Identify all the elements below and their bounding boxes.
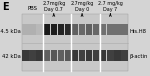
Bar bbox=[107, 24, 114, 35]
Bar bbox=[22, 14, 128, 71]
Bar bbox=[86, 50, 92, 61]
Bar bbox=[51, 50, 57, 61]
Bar bbox=[44, 24, 50, 35]
Bar bbox=[121, 50, 128, 61]
Bar bbox=[72, 50, 78, 61]
Text: His.H8: His.H8 bbox=[129, 29, 146, 34]
Bar bbox=[93, 24, 99, 35]
Bar bbox=[65, 50, 71, 61]
Bar bbox=[51, 24, 57, 35]
Text: 2.7mg/kg
Day 0: 2.7mg/kg Day 0 bbox=[70, 1, 94, 12]
Bar bbox=[121, 24, 128, 35]
Bar bbox=[100, 50, 106, 61]
Bar bbox=[29, 50, 36, 61]
Bar bbox=[79, 24, 85, 35]
Bar bbox=[44, 50, 50, 61]
Bar bbox=[29, 24, 36, 35]
Bar bbox=[79, 50, 85, 61]
Text: E: E bbox=[2, 2, 9, 12]
Bar bbox=[22, 50, 29, 61]
Bar bbox=[114, 50, 121, 61]
Bar bbox=[86, 24, 92, 35]
Text: PBS: PBS bbox=[28, 6, 38, 11]
Bar bbox=[114, 24, 121, 35]
Bar bbox=[100, 24, 106, 35]
Bar bbox=[22, 24, 29, 35]
Text: 14.5 kDa: 14.5 kDa bbox=[0, 29, 21, 34]
Text: 42 kDa: 42 kDa bbox=[2, 54, 21, 59]
Text: 2.7mg/kg
Day 0.7: 2.7mg/kg Day 0.7 bbox=[42, 1, 66, 12]
Bar bbox=[58, 50, 64, 61]
Bar bbox=[107, 50, 114, 61]
Bar bbox=[58, 24, 64, 35]
Bar bbox=[93, 50, 99, 61]
Bar bbox=[36, 24, 43, 35]
Text: 2.7 mg/kg
Day 7: 2.7 mg/kg Day 7 bbox=[98, 1, 123, 12]
Bar bbox=[72, 24, 78, 35]
Bar bbox=[65, 24, 71, 35]
Bar bbox=[36, 50, 43, 61]
Text: β-actin: β-actin bbox=[129, 54, 147, 59]
